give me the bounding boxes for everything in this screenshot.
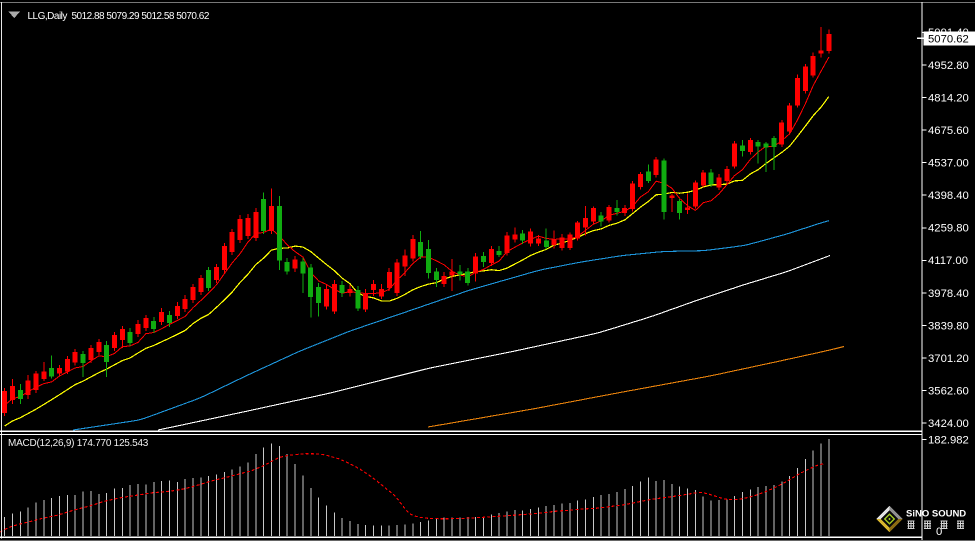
svg-text:3978.40: 3978.40 (928, 288, 969, 300)
svg-text:SiNO SOUND: SiNO SOUND (906, 509, 966, 520)
svg-text:4537.00: 4537.00 (928, 158, 969, 170)
svg-text:4117.00: 4117.00 (928, 255, 968, 267)
svg-text:4675.60: 4675.60 (928, 125, 969, 137)
svg-text:3424.00: 3424.00 (928, 418, 969, 430)
svg-text:0: 0 (936, 526, 942, 538)
svg-text:4952.80: 4952.80 (928, 60, 969, 72)
svg-text:3701.20: 3701.20 (928, 353, 969, 365)
svg-text:4814.20: 4814.20 (928, 92, 969, 104)
svg-text:3839.80: 3839.80 (928, 320, 969, 332)
svg-text:182.982: 182.982 (928, 434, 969, 446)
svg-text:4398.40: 4398.40 (928, 190, 969, 202)
svg-text:3562.60: 3562.60 (928, 386, 969, 398)
svg-text:LLG,Daily 5012.88 5079.29 501: LLG,Daily 5012.88 5079.29 5012.58 5070.6… (28, 11, 210, 22)
svg-text:5070.62: 5070.62 (928, 34, 969, 46)
svg-text:4259.80: 4259.80 (928, 223, 969, 235)
svg-text:MACD(12,26,9) 174.770 125.543: MACD(12,26,9) 174.770 125.543 (8, 438, 149, 449)
